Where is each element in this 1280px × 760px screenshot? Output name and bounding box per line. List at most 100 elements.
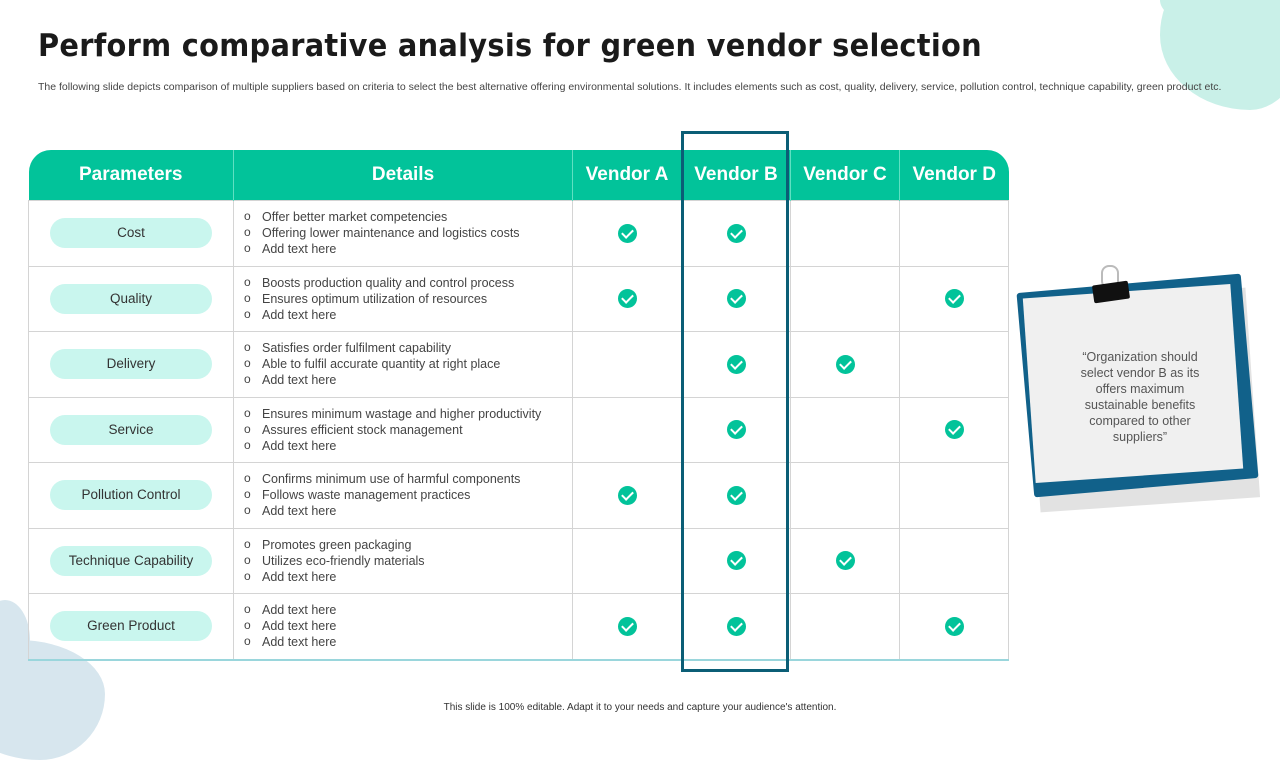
details-cell: Add text hereAdd text hereAdd text here <box>233 593 573 661</box>
parameter-cell: Technique Capability <box>28 527 234 594</box>
detail-item: Ensures optimum utilization of resources <box>242 290 572 307</box>
vendor-c-cell <box>790 200 900 267</box>
details-cell: Confirms minimum use of harmful componen… <box>233 462 573 529</box>
table-row: Technique Capability Promotes green packa… <box>28 527 1009 594</box>
vendor-b-cell <box>681 593 791 661</box>
detail-item: Add text here <box>242 568 572 585</box>
vendor-d-cell <box>899 265 1009 332</box>
check-circle-icon <box>617 485 637 505</box>
detail-item: Offer better market competencies <box>242 208 572 225</box>
parameter-cell: Service <box>28 396 234 463</box>
vendor-a-cell <box>572 396 682 463</box>
details-cell: Satisfies order fulfilment capabilityAbl… <box>233 331 573 398</box>
header-parameters: Parameters <box>28 150 234 201</box>
detail-item: Offering lower maintenance and logistics… <box>242 224 572 241</box>
parameter-pill: Delivery <box>50 349 212 380</box>
binder-clip-icon <box>1091 265 1137 309</box>
check-circle-icon <box>617 289 637 309</box>
detail-item: Ensures minimum wastage and higher produ… <box>242 405 572 422</box>
vendor-b-cell <box>681 265 791 332</box>
parameter-pill: Technique Capability <box>50 545 212 576</box>
header-vendor-a: Vendor A <box>572 150 682 201</box>
details-cell: Promotes green packagingUtilizes eco-fri… <box>233 527 573 594</box>
header-vendor-d: Vendor D <box>899 150 1009 201</box>
details-list: Satisfies order fulfilment capabilityAbl… <box>242 339 572 388</box>
check-circle-icon <box>726 420 746 440</box>
table-row: Service Ensures minimum wastage and highe… <box>28 396 1009 463</box>
check-circle-icon <box>726 289 746 309</box>
details-list: Confirms minimum use of harmful componen… <box>242 470 572 519</box>
table-row: Pollution Control Confirms minimum use of… <box>28 462 1009 529</box>
check-circle-icon <box>726 354 746 374</box>
vendor-c-cell <box>790 265 900 332</box>
vendor-c-cell <box>790 331 900 398</box>
vendor-d-cell <box>899 331 1009 398</box>
parameter-cell: Delivery <box>28 331 234 398</box>
note-text: “Organization should select vendor B as … <box>1080 350 1200 444</box>
comparison-table-container: Parameters Details Vendor A Vendor B Ven… <box>28 150 1009 661</box>
vendor-c-cell <box>790 527 900 594</box>
check-circle-icon <box>726 223 746 243</box>
check-circle-icon <box>726 616 746 636</box>
vendor-d-cell <box>899 462 1009 529</box>
comparison-table: Parameters Details Vendor A Vendor B Ven… <box>28 150 1009 661</box>
detail-item: Utilizes eco-friendly materials <box>242 552 572 569</box>
check-circle-icon <box>835 354 855 374</box>
page-subtitle: The following slide depicts comparison o… <box>38 81 1222 93</box>
check-circle-icon <box>726 551 746 571</box>
detail-item: Add text here <box>242 617 572 634</box>
details-cell: Boosts production quality and control pr… <box>233 265 573 332</box>
detail-item: Boosts production quality and control pr… <box>242 274 572 291</box>
table-header-row: Parameters Details Vendor A Vendor B Ven… <box>28 150 1009 201</box>
check-circle-icon <box>835 551 855 571</box>
vendor-b-cell <box>681 331 791 398</box>
parameter-cell: Quality <box>28 265 234 332</box>
check-circle-icon <box>617 616 637 636</box>
details-list: Boosts production quality and control pr… <box>242 274 572 323</box>
detail-item: Add text here <box>242 371 572 388</box>
detail-item: Satisfies order fulfilment capability <box>242 339 572 356</box>
vendor-d-cell <box>899 527 1009 594</box>
vendor-a-cell <box>572 331 682 398</box>
detail-item: Follows waste management practices <box>242 486 572 503</box>
table-row: Delivery Satisfies order fulfilment capab… <box>28 331 1009 398</box>
details-cell: Ensures minimum wastage and higher produ… <box>233 396 573 463</box>
vendor-d-cell <box>899 396 1009 463</box>
vendor-d-cell <box>899 593 1009 661</box>
vendor-a-cell <box>572 527 682 594</box>
detail-item: Add text here <box>242 437 572 454</box>
vendor-c-cell <box>790 396 900 463</box>
check-circle-icon <box>726 485 746 505</box>
check-circle-icon <box>944 616 964 636</box>
footer-text: This slide is 100% editable. Adapt it to… <box>443 702 837 713</box>
sticky-note: “Organization should select vendor B as … <box>1015 265 1261 515</box>
header-vendor-b: Vendor B <box>681 150 791 201</box>
detail-item: Add text here <box>242 502 572 519</box>
detail-item: Add text here <box>242 306 572 323</box>
detail-item: Add text here <box>242 601 572 618</box>
table-row: Quality Boosts production quality and con… <box>28 265 1009 332</box>
parameter-cell: Cost <box>28 200 234 267</box>
vendor-b-cell <box>681 462 791 529</box>
parameter-cell: Green Product <box>28 593 234 661</box>
parameter-cell: Pollution Control <box>28 462 234 529</box>
parameter-pill: Cost <box>50 218 212 249</box>
detail-item: Assures efficient stock management <box>242 421 572 438</box>
table-row: Cost Offer better market competenciesOffe… <box>28 200 1009 267</box>
check-circle-icon <box>617 223 637 243</box>
vendor-a-cell <box>572 462 682 529</box>
header-vendor-c: Vendor C <box>790 150 900 201</box>
details-list: Promotes green packagingUtilizes eco-fri… <box>242 536 572 585</box>
parameter-pill: Quality <box>50 283 212 314</box>
vendor-a-cell <box>572 593 682 661</box>
detail-item: Add text here <box>242 240 572 257</box>
header-details: Details <box>233 150 573 201</box>
detail-item: Promotes green packaging <box>242 536 572 553</box>
vendor-b-cell <box>681 200 791 267</box>
details-list: Ensures minimum wastage and higher produ… <box>242 405 572 454</box>
parameter-pill: Green Product <box>50 611 212 642</box>
parameter-pill: Pollution Control <box>50 480 212 511</box>
vendor-c-cell <box>790 462 900 529</box>
vendor-d-cell <box>899 200 1009 267</box>
detail-item: Able to fulfil accurate quantity at righ… <box>242 355 572 372</box>
